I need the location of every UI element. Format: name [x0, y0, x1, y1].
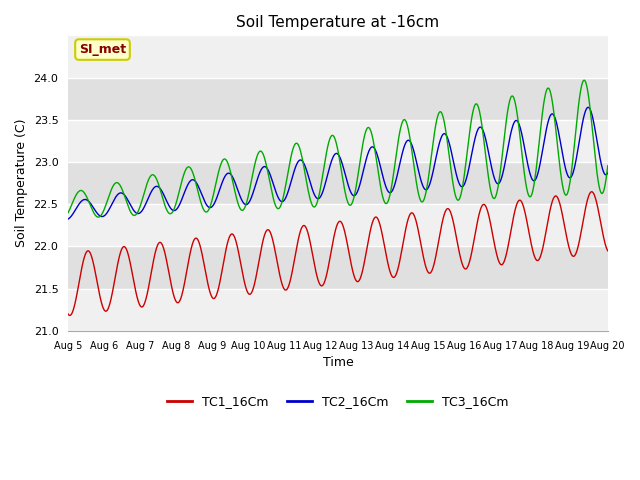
TC3_16Cm — [604, 163, 612, 168]
Bar — [68, 120, 608, 162]
Text: SI_met: SI_met — [79, 43, 126, 56]
TC1_16Cm — [588, 189, 596, 194]
Y-axis label: Soil Temperature (C): Soil Temperature (C) — [15, 119, 28, 247]
TC2_16Cm — [495, 180, 502, 186]
TC1_16Cm — [365, 232, 373, 238]
TC2_16Cm — [584, 105, 592, 110]
Bar — [68, 36, 608, 78]
X-axis label: Time: Time — [323, 356, 353, 369]
TC1_16Cm — [604, 248, 612, 253]
Bar — [68, 78, 608, 120]
TC2_16Cm — [556, 137, 564, 143]
TC3_16Cm — [556, 167, 564, 173]
Bar — [68, 204, 608, 246]
TC3_16Cm — [64, 210, 72, 216]
TC2_16Cm — [64, 216, 72, 222]
TC1_16Cm — [556, 203, 564, 208]
TC3_16Cm — [95, 214, 102, 220]
Line: TC1_16Cm: TC1_16Cm — [68, 192, 608, 315]
Bar — [68, 246, 608, 288]
TC1_16Cm — [215, 284, 223, 289]
TC3_16Cm — [580, 77, 588, 83]
TC1_16Cm — [66, 312, 74, 318]
TC3_16Cm — [215, 168, 223, 174]
TC2_16Cm — [215, 190, 223, 195]
TC2_16Cm — [365, 148, 373, 154]
TC1_16Cm — [64, 311, 72, 317]
TC1_16Cm — [495, 258, 502, 264]
Bar — [68, 162, 608, 204]
Line: TC3_16Cm: TC3_16Cm — [68, 80, 608, 217]
Line: TC2_16Cm: TC2_16Cm — [68, 108, 608, 219]
TC1_16Cm — [354, 279, 362, 285]
Bar — [68, 288, 608, 331]
TC3_16Cm — [354, 175, 362, 180]
TC3_16Cm — [495, 180, 502, 185]
TC2_16Cm — [571, 162, 579, 168]
TC3_16Cm — [572, 133, 579, 139]
Title: Soil Temperature at -16cm: Soil Temperature at -16cm — [236, 15, 440, 30]
Legend: TC1_16Cm, TC2_16Cm, TC3_16Cm: TC1_16Cm, TC2_16Cm, TC3_16Cm — [162, 390, 514, 413]
TC2_16Cm — [604, 170, 612, 176]
TC3_16Cm — [365, 125, 373, 131]
TC2_16Cm — [353, 189, 361, 195]
TC1_16Cm — [572, 252, 579, 258]
